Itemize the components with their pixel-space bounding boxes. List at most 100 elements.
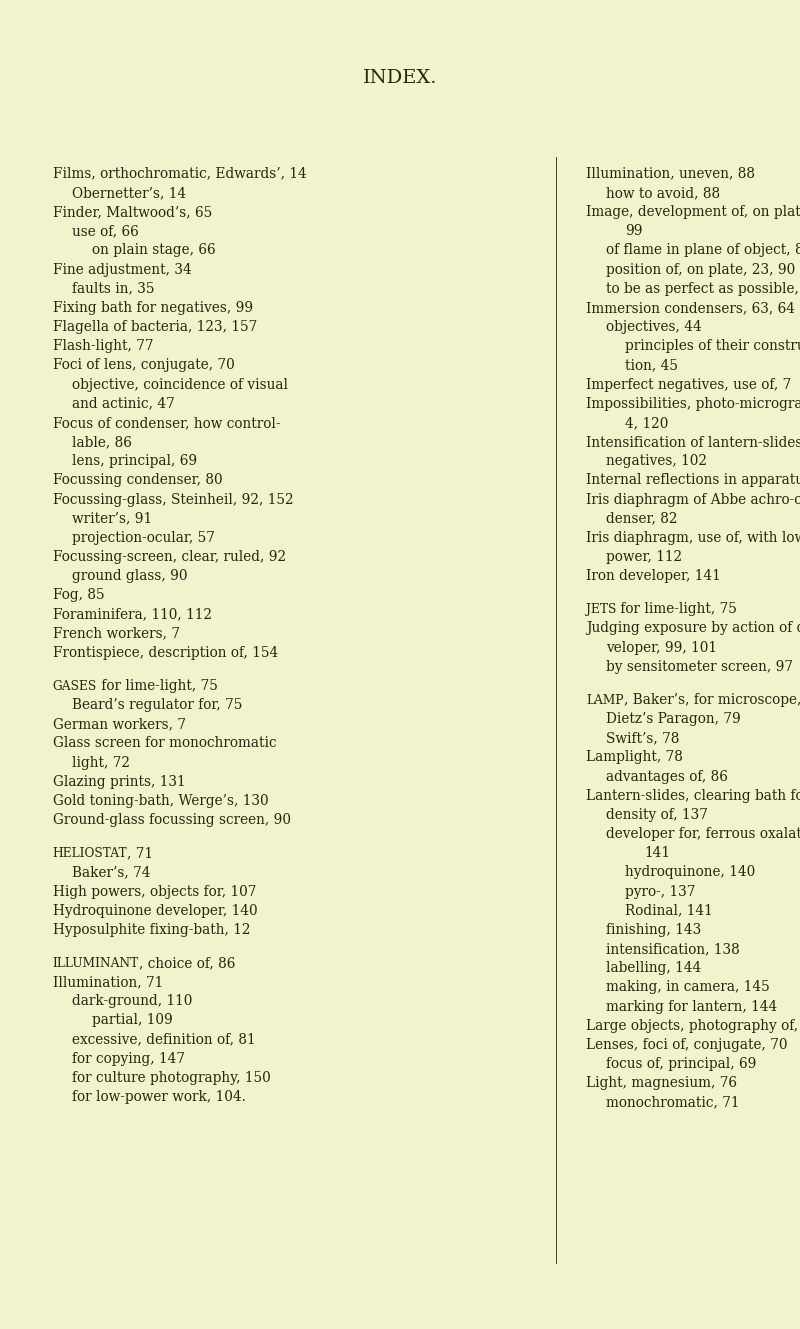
Text: Impossibilities, photo-micrographic,: Impossibilities, photo-micrographic,: [586, 397, 800, 411]
Text: tion, 45: tion, 45: [625, 359, 678, 372]
Text: denser, 82: denser, 82: [606, 512, 677, 526]
Text: for culture photography, 150: for culture photography, 150: [72, 1071, 271, 1084]
Text: power, 112: power, 112: [606, 550, 682, 563]
Text: for lime-light, 75: for lime-light, 75: [97, 679, 218, 692]
Text: Hydroquinone developer, 140: Hydroquinone developer, 140: [53, 904, 258, 918]
Text: finishing, 143: finishing, 143: [606, 922, 701, 937]
Text: HELIOSTAT: HELIOSTAT: [53, 847, 127, 860]
Text: Rodinal, 141: Rodinal, 141: [625, 904, 713, 918]
Text: for low-power work, 104.: for low-power work, 104.: [72, 1090, 246, 1104]
Text: Beard’s regulator for, 75: Beard’s regulator for, 75: [72, 698, 242, 712]
Text: Fixing bath for negatives, 99: Fixing bath for negatives, 99: [53, 300, 253, 315]
Text: and actinic, 47: and actinic, 47: [72, 397, 175, 411]
Text: advantages of, 86: advantages of, 86: [606, 769, 727, 784]
Text: , 71: , 71: [127, 847, 154, 860]
Text: on plain stage, 66: on plain stage, 66: [92, 243, 215, 258]
Text: Light, magnesium, 76: Light, magnesium, 76: [586, 1076, 737, 1090]
Text: use of, 66: use of, 66: [72, 225, 139, 238]
Text: 141: 141: [645, 847, 670, 860]
Text: JETS: JETS: [586, 603, 617, 617]
Text: Focussing-screen, clear, ruled, 92: Focussing-screen, clear, ruled, 92: [53, 550, 286, 563]
Text: Lantern-slides, clearing bath for, 138: Lantern-slides, clearing bath for, 138: [586, 788, 800, 803]
Text: Judging exposure by action of de-: Judging exposure by action of de-: [586, 622, 800, 635]
Text: Flagella of bacteria, 123, 157: Flagella of bacteria, 123, 157: [53, 320, 257, 334]
Text: projection-ocular, 57: projection-ocular, 57: [72, 532, 215, 545]
Text: by sensitometer screen, 97: by sensitometer screen, 97: [606, 659, 793, 674]
Text: for copying, 147: for copying, 147: [72, 1051, 186, 1066]
Text: objectives, 44: objectives, 44: [606, 320, 702, 334]
Text: density of, 137: density of, 137: [606, 808, 707, 821]
Text: Baker’s, 74: Baker’s, 74: [72, 865, 150, 880]
Text: making, in camera, 145: making, in camera, 145: [606, 981, 770, 994]
Text: Imperfect negatives, use of, 7: Imperfect negatives, use of, 7: [586, 377, 791, 392]
Text: light, 72: light, 72: [72, 756, 130, 769]
Text: Glass screen for monochromatic: Glass screen for monochromatic: [53, 736, 277, 751]
Text: Lenses, foci of, conjugate, 70: Lenses, foci of, conjugate, 70: [586, 1038, 788, 1051]
Text: Illumination, 71: Illumination, 71: [53, 975, 163, 989]
Text: lens, principal, 69: lens, principal, 69: [72, 455, 198, 468]
Text: lable, 86: lable, 86: [72, 435, 132, 449]
Text: 99: 99: [625, 225, 642, 238]
Text: intensification, 138: intensification, 138: [606, 942, 739, 956]
Text: dark-ground, 110: dark-ground, 110: [72, 994, 193, 1009]
Text: Immersion condensers, 63, 64: Immersion condensers, 63, 64: [586, 300, 795, 315]
Text: ground glass, 90: ground glass, 90: [72, 569, 188, 583]
Text: German workers, 7: German workers, 7: [53, 718, 186, 731]
Text: labelling, 144: labelling, 144: [606, 961, 701, 975]
Text: Internal reflections in apparatus, 27: Internal reflections in apparatus, 27: [586, 473, 800, 488]
Text: INDEX.: INDEX.: [362, 69, 438, 88]
Text: Iron developer, 141: Iron developer, 141: [586, 569, 721, 583]
Text: partial, 109: partial, 109: [92, 1014, 173, 1027]
Text: , Baker’s, for microscope, 77: , Baker’s, for microscope, 77: [624, 692, 800, 707]
Text: Frontispiece, description of, 154: Frontispiece, description of, 154: [53, 646, 278, 661]
Text: Glazing prints, 131: Glazing prints, 131: [53, 775, 186, 789]
Text: Intensification of lantern-slides, 138: Intensification of lantern-slides, 138: [586, 435, 800, 449]
Text: to be as perfect as possible, 93: to be as perfect as possible, 93: [606, 282, 800, 296]
Text: hydroquinone, 140: hydroquinone, 140: [625, 865, 755, 880]
Text: GASES: GASES: [53, 680, 97, 692]
Text: marking for lantern, 144: marking for lantern, 144: [606, 999, 777, 1014]
Text: Focussing condenser, 80: Focussing condenser, 80: [53, 473, 222, 488]
Text: faults in, 35: faults in, 35: [72, 282, 154, 296]
Text: Foci of lens, conjugate, 70: Foci of lens, conjugate, 70: [53, 359, 234, 372]
Text: , choice of, 86: , choice of, 86: [139, 956, 235, 970]
Text: Gold toning-bath, Werge’s, 130: Gold toning-bath, Werge’s, 130: [53, 793, 269, 808]
Text: monochromatic, 71: monochromatic, 71: [606, 1095, 739, 1110]
Text: developer for, ferrous oxalate,: developer for, ferrous oxalate,: [606, 827, 800, 841]
Text: veloper, 99, 101: veloper, 99, 101: [606, 641, 717, 655]
Text: principles of their construc-: principles of their construc-: [625, 339, 800, 354]
Text: Hyposulphite fixing-bath, 12: Hyposulphite fixing-bath, 12: [53, 922, 250, 937]
Text: negatives, 102: negatives, 102: [606, 455, 706, 468]
Text: Fog, 85: Fog, 85: [53, 589, 105, 602]
Text: for lime-light, 75: for lime-light, 75: [617, 602, 738, 617]
Text: focus of, principal, 69: focus of, principal, 69: [606, 1057, 756, 1071]
Text: Flash-light, 77: Flash-light, 77: [53, 339, 154, 354]
Text: Image, development of, on plate,: Image, development of, on plate,: [586, 205, 800, 219]
Text: Focussing-glass, Steinheil, 92, 152: Focussing-glass, Steinheil, 92, 152: [53, 493, 294, 506]
Text: excessive, definition of, 81: excessive, definition of, 81: [72, 1033, 256, 1047]
Text: pyro-, 137: pyro-, 137: [625, 885, 695, 898]
Text: Lamplight, 78: Lamplight, 78: [586, 751, 683, 764]
Text: writer’s, 91: writer’s, 91: [72, 512, 152, 526]
Text: High powers, objects for, 107: High powers, objects for, 107: [53, 885, 256, 898]
Text: position of, on plate, 23, 90: position of, on plate, 23, 90: [606, 263, 795, 276]
Text: French workers, 7: French workers, 7: [53, 627, 180, 641]
Text: Iris diaphragm of Abbe achro-con-: Iris diaphragm of Abbe achro-con-: [586, 493, 800, 506]
Text: Obernetter’s, 14: Obernetter’s, 14: [72, 186, 186, 199]
Text: ILLUMINANT: ILLUMINANT: [53, 957, 139, 970]
Text: Swift’s, 78: Swift’s, 78: [606, 731, 679, 746]
Text: Fine adjustment, 34: Fine adjustment, 34: [53, 263, 191, 276]
Text: Dietz’s Paragon, 79: Dietz’s Paragon, 79: [606, 712, 740, 726]
Text: of flame in plane of object, 80: of flame in plane of object, 80: [606, 243, 800, 258]
Text: objective, coincidence of visual: objective, coincidence of visual: [72, 377, 288, 392]
Text: LAMP: LAMP: [586, 694, 624, 707]
Text: Focus of condenser, how control-: Focus of condenser, how control-: [53, 416, 280, 431]
Text: Iris diaphragm, use of, with low: Iris diaphragm, use of, with low: [586, 532, 800, 545]
Text: Films, orthochromatic, Edwards’, 14: Films, orthochromatic, Edwards’, 14: [53, 166, 306, 181]
Text: Finder, Maltwood’s, 65: Finder, Maltwood’s, 65: [53, 205, 212, 219]
Text: how to avoid, 88: how to avoid, 88: [606, 186, 720, 199]
Text: 4, 120: 4, 120: [625, 416, 668, 431]
Text: Illumination, uneven, 88: Illumination, uneven, 88: [586, 166, 755, 181]
Text: Foraminifera, 110, 112: Foraminifera, 110, 112: [53, 607, 212, 622]
Text: Large objects, photography of, 149: Large objects, photography of, 149: [586, 1019, 800, 1033]
